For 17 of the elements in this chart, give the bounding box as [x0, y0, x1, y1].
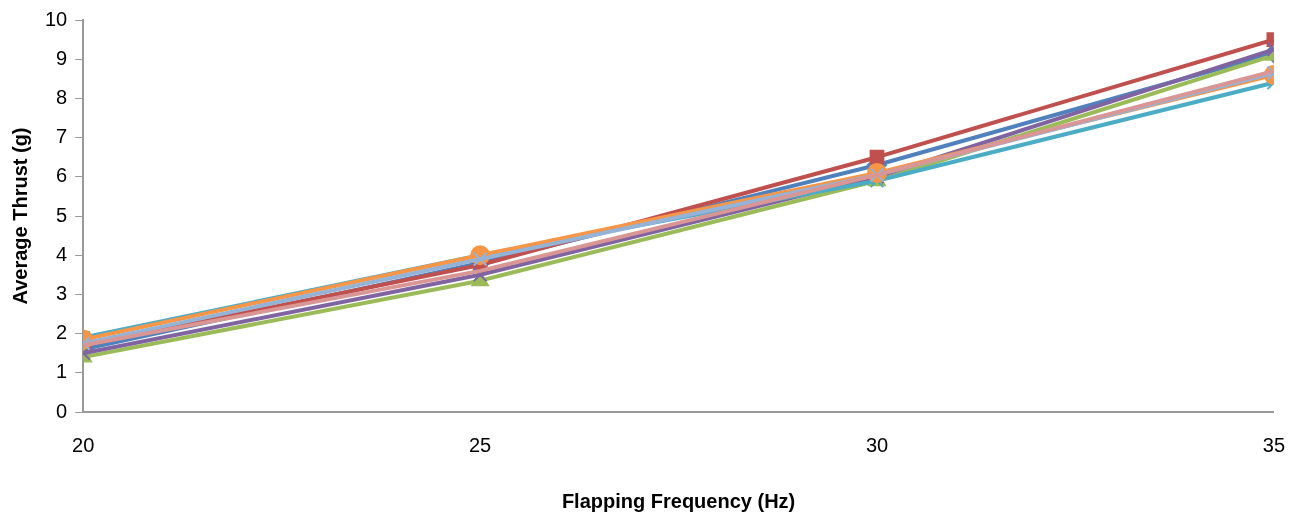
x-tick-label: 25: [469, 433, 492, 456]
x-tick-label: 30: [865, 433, 889, 456]
y-tick-label: 1: [56, 360, 68, 383]
y-tick-label: 4: [56, 242, 68, 265]
y-tick-label: 8: [56, 85, 68, 108]
y-tick-label: 7: [56, 125, 68, 148]
x-axis-title: Flapping Frequency (Hz): [561, 489, 796, 512]
x-tick-label: 35: [1262, 433, 1285, 456]
y-tick-label: 0: [56, 399, 68, 422]
y-tick-label: 6: [56, 164, 68, 187]
y-tick-label: 9: [56, 46, 68, 69]
y-axis-title: Average Thrust (g): [8, 127, 31, 305]
y-tick-label: 5: [56, 203, 68, 226]
y-tick-label: 2: [56, 321, 68, 344]
x-tick-label: 20: [72, 433, 95, 456]
y-tick-label: 10: [45, 7, 68, 30]
y-tick-label: 3: [56, 281, 68, 304]
